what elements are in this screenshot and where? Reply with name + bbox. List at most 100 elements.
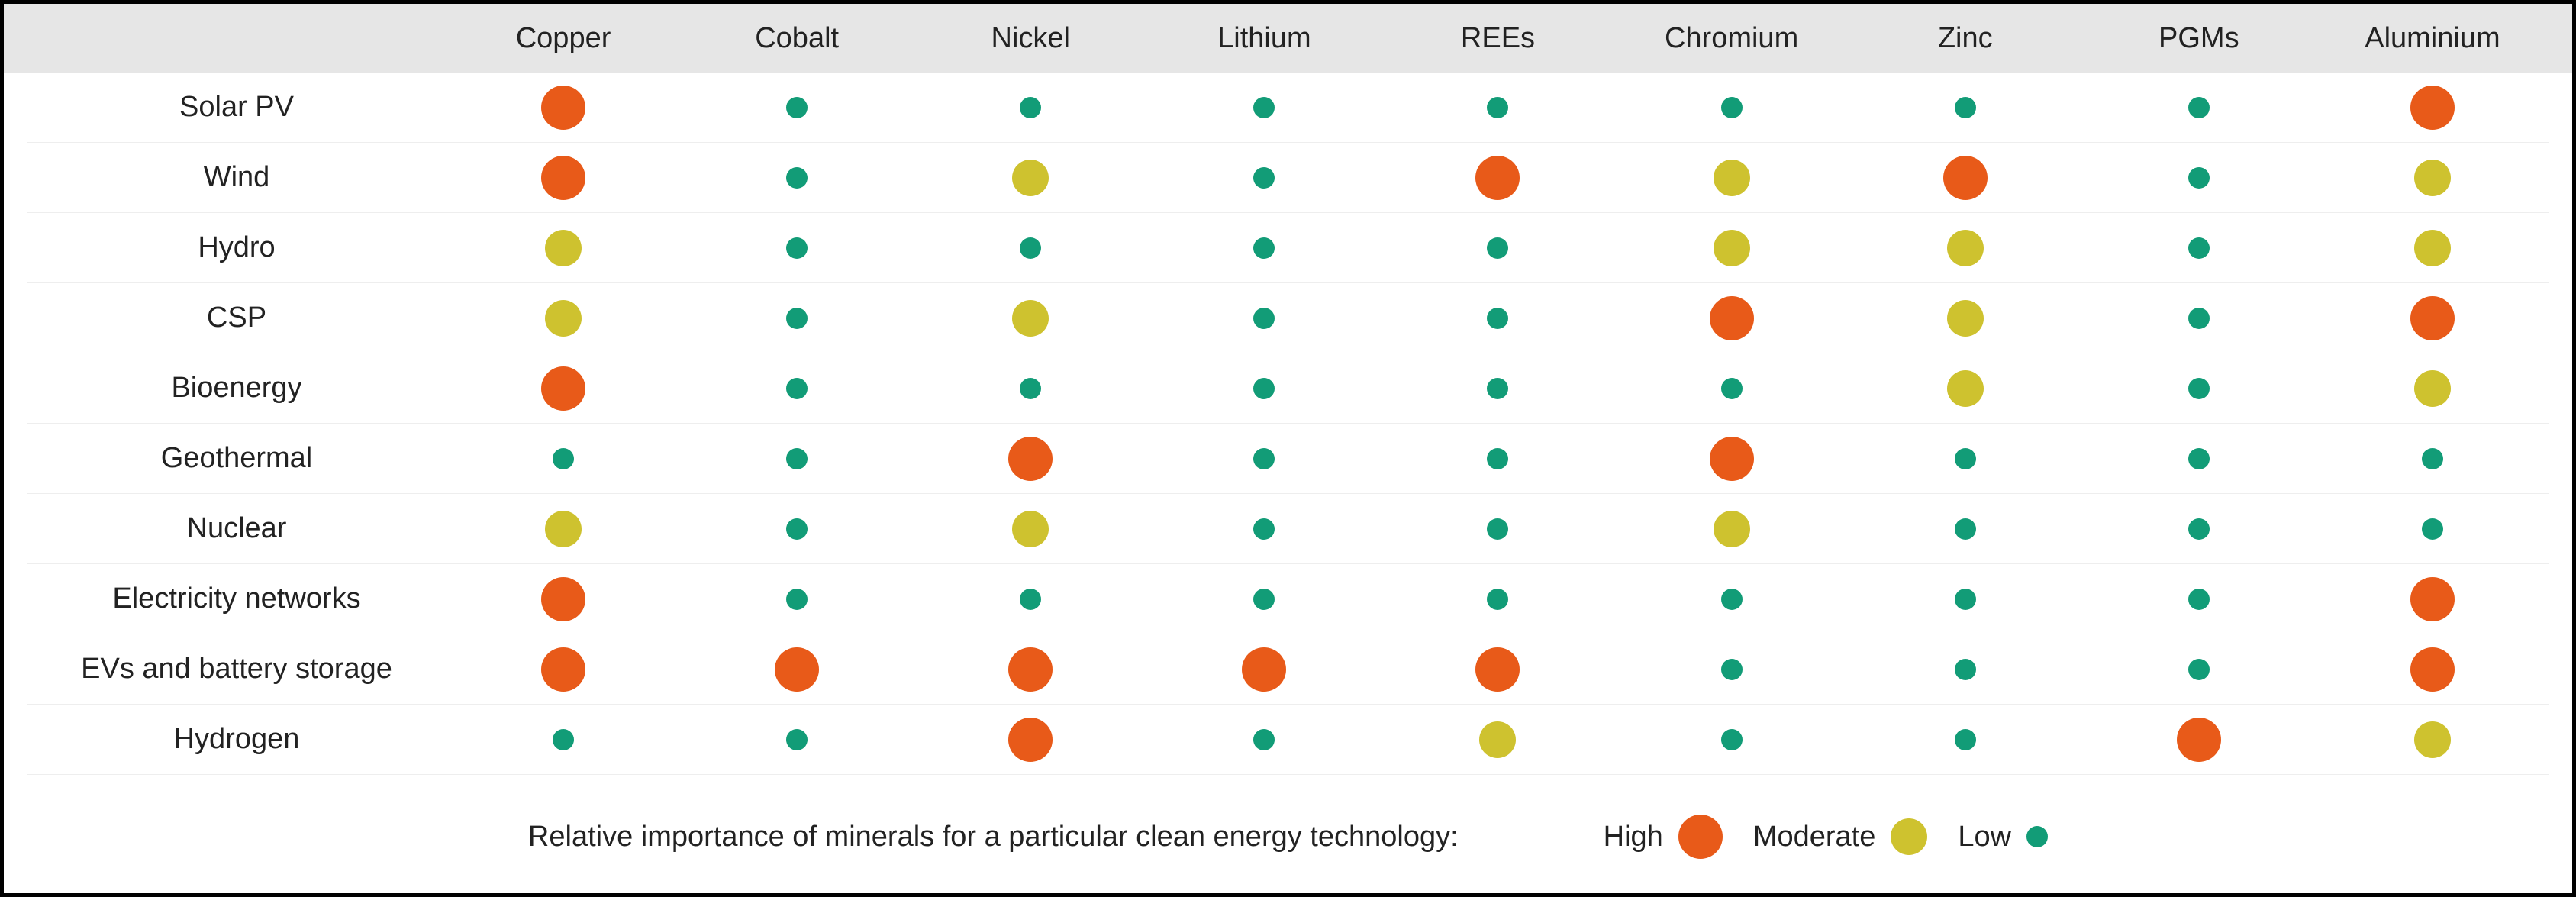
importance-dot	[1714, 160, 1750, 196]
dot-cell	[2316, 370, 2549, 407]
dot-cell	[680, 729, 914, 750]
row-label: Hydro	[27, 231, 447, 264]
dot-cell	[1381, 518, 1614, 540]
importance-dot	[1721, 729, 1743, 750]
row-label: Nuclear	[27, 512, 447, 545]
importance-dot	[1253, 729, 1275, 750]
importance-dot	[1710, 437, 1754, 481]
importance-dot	[1487, 448, 1508, 469]
importance-dot	[1721, 378, 1743, 399]
dot-cell	[1849, 448, 2082, 469]
importance-dot	[1253, 378, 1275, 399]
importance-dot	[1487, 518, 1508, 540]
importance-dot	[545, 300, 582, 337]
importance-dot	[2410, 86, 2455, 130]
dot-cell	[2316, 721, 2549, 758]
dot-cell	[1849, 230, 2082, 266]
importance-dot	[2188, 308, 2210, 329]
dot-cell	[1147, 378, 1381, 399]
importance-dot	[2188, 97, 2210, 118]
importance-dot	[1012, 300, 1049, 337]
dot-cell	[680, 167, 914, 189]
dot-cell	[447, 230, 680, 266]
dot-cell	[1849, 300, 2082, 337]
importance-dot	[2188, 237, 2210, 259]
dot-cell	[1849, 370, 2082, 407]
importance-dot	[786, 167, 808, 189]
importance-dot	[1008, 718, 1053, 762]
importance-dot	[545, 230, 582, 266]
importance-dot	[786, 308, 808, 329]
dot-cell	[2082, 718, 2316, 762]
dot-cell	[914, 160, 1147, 196]
importance-dot	[1253, 448, 1275, 469]
dot-cell	[2316, 647, 2549, 692]
dot-cell	[1381, 589, 1614, 610]
importance-dot	[1947, 370, 1984, 407]
importance-dot	[1012, 160, 1049, 196]
dot-cell	[1615, 659, 1849, 680]
dot-cell	[680, 378, 914, 399]
importance-dot	[1721, 589, 1743, 610]
dot-cell	[447, 300, 680, 337]
dot-cell	[914, 511, 1147, 547]
importance-dot	[2188, 448, 2210, 469]
table-row: Nuclear	[27, 494, 2549, 564]
dot-cell	[1381, 448, 1614, 469]
header-row: Copper Cobalt Nickel Lithium REEs Chromi…	[4, 4, 2572, 73]
importance-dot	[1947, 230, 1984, 266]
dot-cell	[1381, 647, 1614, 692]
dot-cell	[1615, 437, 1849, 481]
importance-dot	[1721, 97, 1743, 118]
chart-frame: Copper Cobalt Nickel Lithium REEs Chromi…	[0, 0, 2576, 897]
importance-dot	[541, 577, 585, 621]
importance-dot	[1487, 378, 1508, 399]
col-header: PGMs	[2082, 22, 2316, 55]
dot-cell	[1147, 518, 1381, 540]
dot-cell	[1381, 156, 1614, 200]
importance-dot	[541, 647, 585, 692]
legend-item-moderate: Moderate	[1753, 818, 1928, 855]
dot-cell	[2316, 160, 2549, 196]
importance-dot	[1020, 97, 1041, 118]
row-label: Electricity networks	[27, 582, 447, 615]
row-label: CSP	[27, 302, 447, 334]
importance-dot	[541, 156, 585, 200]
dot-cell	[2316, 86, 2549, 130]
importance-dot	[1253, 97, 1275, 118]
importance-dot	[1008, 437, 1053, 481]
importance-dot	[2414, 370, 2451, 407]
importance-dot	[1253, 308, 1275, 329]
importance-dot	[1955, 448, 1976, 469]
dot-cell	[1849, 659, 2082, 680]
legend-dot-low	[2026, 826, 2048, 847]
dot-cell	[1381, 378, 1614, 399]
dot-cell	[2082, 589, 2316, 610]
dot-cell	[2082, 659, 2316, 680]
importance-dot	[1943, 156, 1988, 200]
importance-dot	[2188, 659, 2210, 680]
table-row: Hydrogen	[27, 705, 2549, 775]
dot-cell	[1849, 589, 2082, 610]
importance-dot	[786, 729, 808, 750]
dot-cell	[1849, 729, 2082, 750]
dot-cell	[1147, 729, 1381, 750]
row-label: Solar PV	[27, 91, 447, 124]
legend-dot-high	[1678, 815, 1723, 859]
dot-cell	[1381, 721, 1614, 758]
importance-dot	[775, 647, 819, 692]
importance-dot	[1955, 518, 1976, 540]
importance-dot	[1242, 647, 1286, 692]
dot-cell	[1849, 156, 2082, 200]
dot-cell	[1381, 237, 1614, 259]
dot-cell	[2316, 518, 2549, 540]
legend-dot-moderate	[1891, 818, 1927, 855]
table-row: Electricity networks	[27, 564, 2549, 634]
importance-dot	[541, 86, 585, 130]
col-header: Copper	[447, 22, 680, 55]
dot-cell	[447, 511, 680, 547]
importance-dot	[786, 589, 808, 610]
importance-dot	[1487, 589, 1508, 610]
importance-dot	[1020, 237, 1041, 259]
dot-cell	[2082, 448, 2316, 469]
